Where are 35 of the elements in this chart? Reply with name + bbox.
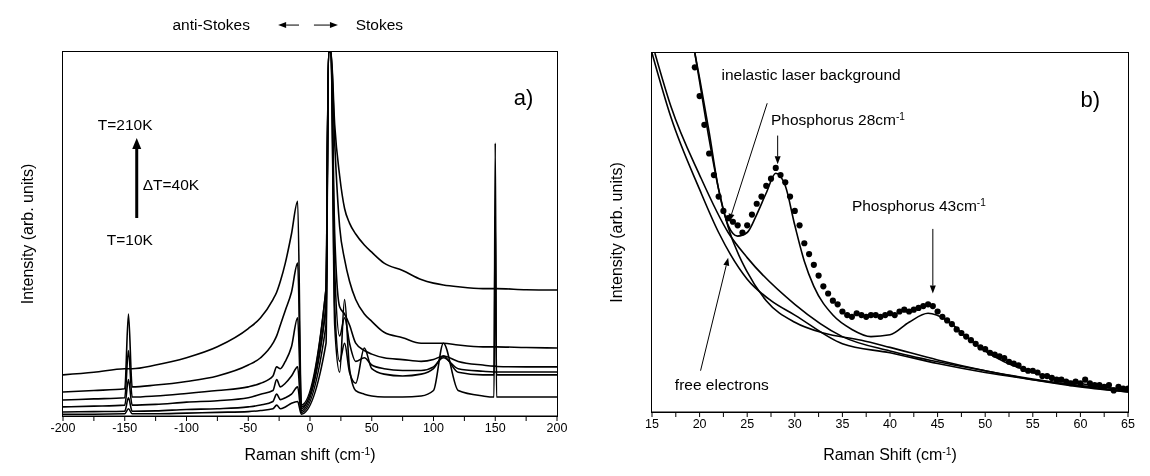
- x-axis-title: Raman Shift (cm$^{-1}$): [823, 445, 957, 463]
- x-tick-label: 30: [787, 416, 802, 431]
- x-tick-label: -50: [239, 420, 258, 435]
- y-axis-title: Intensity (arb. units): [19, 163, 36, 305]
- annotation: inelastic laser background: [721, 65, 901, 83]
- x-tick-label: 45: [930, 416, 945, 431]
- x-tick-label: 20: [692, 416, 707, 431]
- y-axis-title: Intensity (arb. units): [608, 162, 625, 303]
- x-tick-label: 150: [484, 420, 506, 435]
- annotation: free electrons: [674, 376, 770, 394]
- annotation: a): [513, 84, 534, 110]
- text: anti-Stokes: [172, 16, 251, 34]
- x-tick-label: -150: [112, 420, 138, 435]
- x-tick-label: 40: [883, 416, 897, 431]
- x-axis-title: Raman shift (cm$^{-1}$): [244, 445, 376, 463]
- x-tick-label: 55: [1025, 416, 1040, 431]
- annotation: Phosphorus 43cm$^{-1}$: [851, 196, 987, 214]
- x-tick-label: -200: [50, 420, 76, 435]
- x-tick-label: 60: [1073, 416, 1088, 431]
- annotation: T=210K: [97, 115, 154, 133]
- x-tick-label: 65: [1121, 416, 1135, 431]
- text: Stokes: [355, 16, 404, 34]
- x-tick-label: 200: [546, 420, 568, 435]
- annotation: ΔT=40K: [142, 176, 200, 194]
- annotation: T=10K: [106, 230, 154, 248]
- x-tick-label: 50: [364, 420, 379, 435]
- x-tick-label: -100: [173, 420, 200, 435]
- annotation: Phosphorus 28cm$^{-1}$: [771, 110, 906, 128]
- x-tick-label: 100: [423, 420, 444, 435]
- annotation: b): [1080, 86, 1100, 112]
- x-tick-label: 0: [306, 420, 314, 435]
- x-tick-label: 50: [978, 416, 993, 431]
- x-tick-label: 25: [740, 416, 755, 431]
- x-tick-label: 35: [835, 416, 850, 431]
- x-tick-label: 15: [645, 416, 659, 431]
